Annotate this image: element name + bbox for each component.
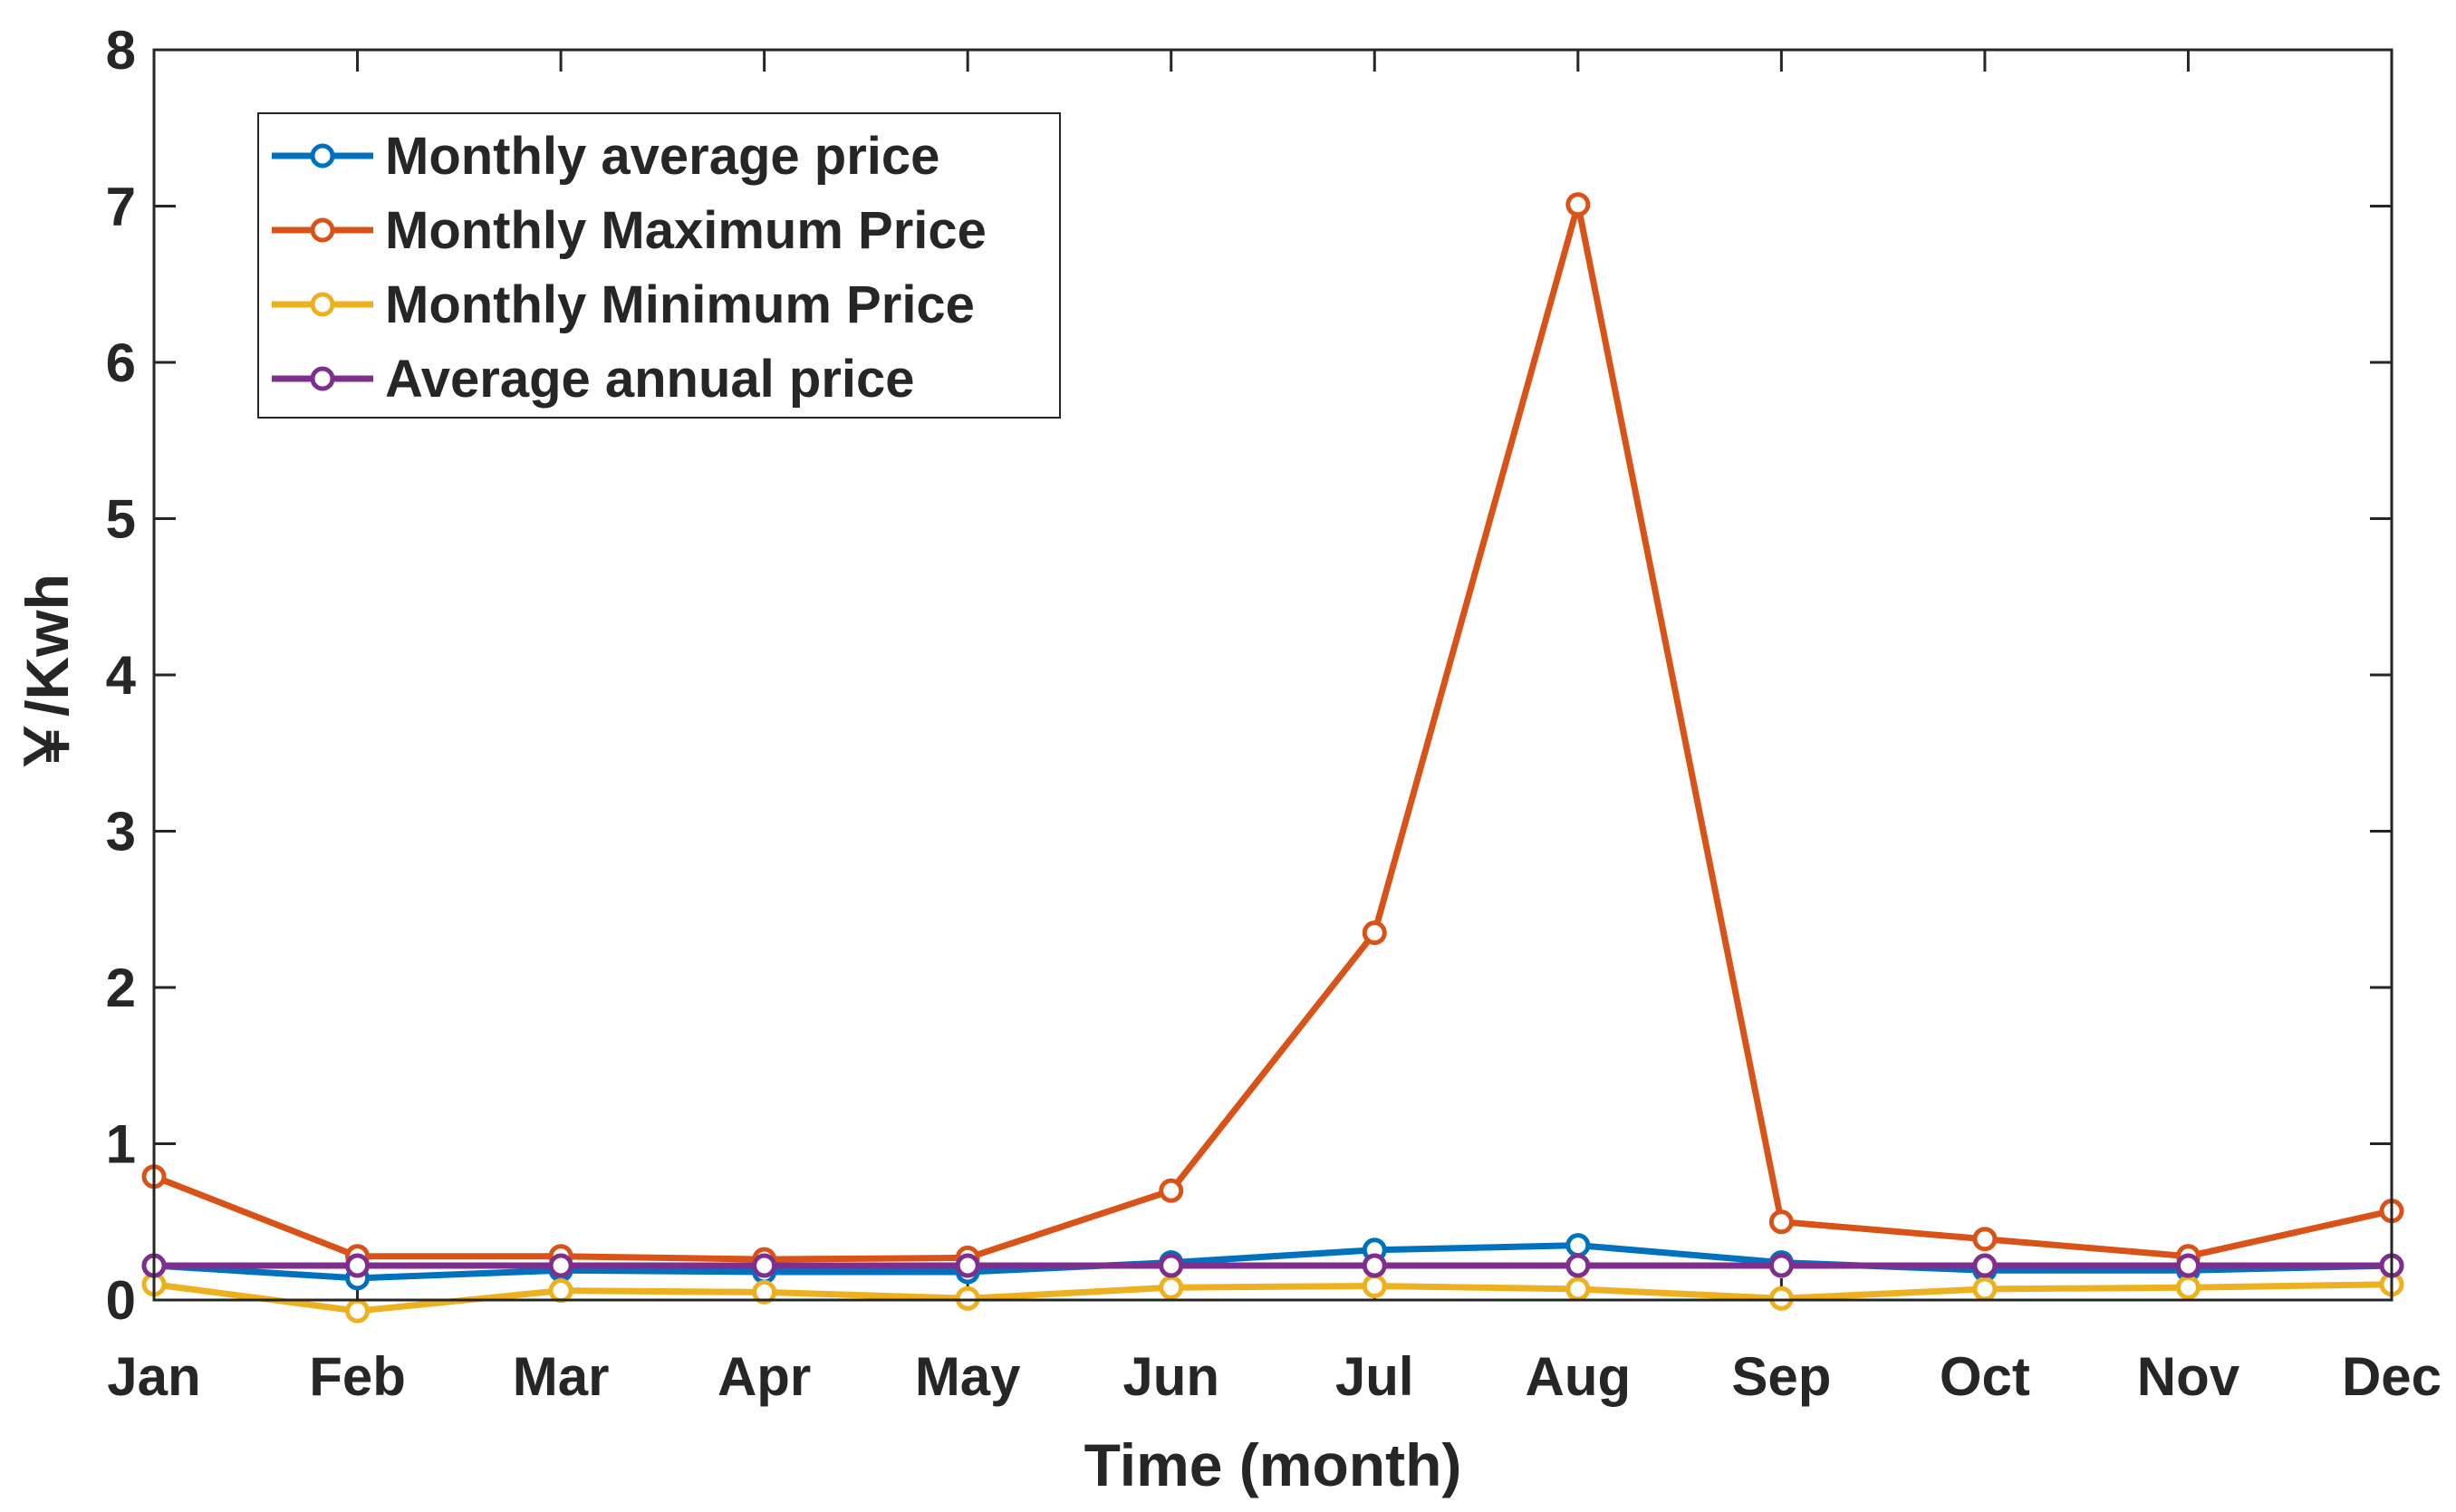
- legend-label-annual: Average annual price: [385, 350, 915, 409]
- series-line: [153, 1281, 2393, 1315]
- legend-marker-maximum: [310, 217, 335, 243]
- data-point: [955, 1253, 980, 1278]
- data-point: [345, 1298, 371, 1324]
- legend-label-minimum: Monthly Minimum Price: [385, 275, 975, 334]
- data-point: [1768, 1253, 1794, 1278]
- y-tick-label: 1: [106, 1114, 136, 1175]
- data-point: [1362, 1273, 1387, 1298]
- data-point: [1972, 1253, 1998, 1278]
- legend-label-maximum: Monthly Maximum Price: [385, 201, 987, 260]
- legend-marker-minimum: [310, 292, 335, 317]
- data-point: [1972, 1276, 1998, 1302]
- x-tick-label: Oct: [1940, 1346, 2030, 1407]
- data-point: [1159, 1275, 1184, 1300]
- data-point: [1565, 1233, 1591, 1258]
- data-point: [2175, 1275, 2201, 1300]
- legend-entry-annual: Average annual price: [272, 350, 915, 409]
- y-axis-title: ￥/Kwh: [14, 573, 81, 776]
- x-tick-label: Mar: [513, 1346, 610, 1407]
- series-3: [141, 1272, 2404, 1324]
- data-point: [1972, 1227, 1998, 1252]
- x-tick-label: Nov: [2137, 1346, 2240, 1407]
- data-point: [1159, 1178, 1184, 1203]
- data-point: [548, 1278, 573, 1304]
- series-line: [152, 201, 2393, 1263]
- y-tick-label: 3: [106, 802, 136, 862]
- y-tick-label: 7: [106, 177, 136, 237]
- data-point: [1362, 920, 1387, 946]
- data-point: [1565, 1276, 1591, 1302]
- y-tick-label: 8: [106, 20, 136, 81]
- y-tick-label: 0: [106, 1270, 136, 1331]
- data-point: [1768, 1286, 1794, 1311]
- x-tick-label: May: [915, 1346, 1021, 1407]
- legend-label-average: Monthly average price: [385, 127, 939, 186]
- x-tick-label: Jun: [1122, 1346, 1219, 1407]
- x-axis-title: Time (month): [1084, 1431, 1462, 1498]
- legend-marker-annual: [310, 366, 335, 391]
- legend-entry-maximum: Monthly Maximum Price: [272, 201, 987, 260]
- legend-entry-minimum: Monthly Minimum Price: [272, 275, 975, 334]
- legend: Monthly average price Monthly Maximum Pr…: [257, 112, 1061, 419]
- data-point: [955, 1286, 980, 1311]
- data-point: [1362, 1253, 1387, 1278]
- legend-marker-average: [310, 143, 335, 169]
- legend-box: [257, 112, 1061, 419]
- legend-entry-average: Monthly average price: [272, 127, 939, 186]
- data-point: [548, 1253, 573, 1278]
- y-tick-label: 2: [106, 958, 136, 1018]
- y-axis: 0 1 2 3 4 5 6 7 8: [106, 20, 2392, 1331]
- x-tick-label: Sep: [1731, 1346, 1831, 1407]
- x-tick-label: Apr: [718, 1346, 811, 1407]
- data-point: [752, 1279, 777, 1305]
- y-tick-label: 6: [106, 332, 136, 393]
- x-tick-label: Jan: [107, 1346, 200, 1407]
- data-point: [2175, 1253, 2201, 1278]
- data-point: [1159, 1253, 1184, 1278]
- data-point: [1768, 1209, 1794, 1235]
- plot-frame: [152, 48, 2393, 1302]
- data-point: [1565, 1253, 1591, 1278]
- x-tick-label: Dec: [2342, 1346, 2442, 1407]
- data-point: [1565, 192, 1591, 217]
- y-tick-label: 4: [106, 645, 137, 706]
- x-axis: Jan Feb Mar Apr May Jun Jul Aug Sep Oct Nov Dec: [107, 50, 2442, 1407]
- data-point: [752, 1253, 777, 1278]
- series-line: [153, 1242, 2393, 1282]
- x-tick-label: Jul: [1335, 1346, 1414, 1407]
- data-point: [345, 1253, 371, 1278]
- x-tick-label: Aug: [1525, 1346, 1631, 1407]
- x-tick-label: Feb: [309, 1346, 406, 1407]
- y-tick-label: 5: [106, 489, 136, 550]
